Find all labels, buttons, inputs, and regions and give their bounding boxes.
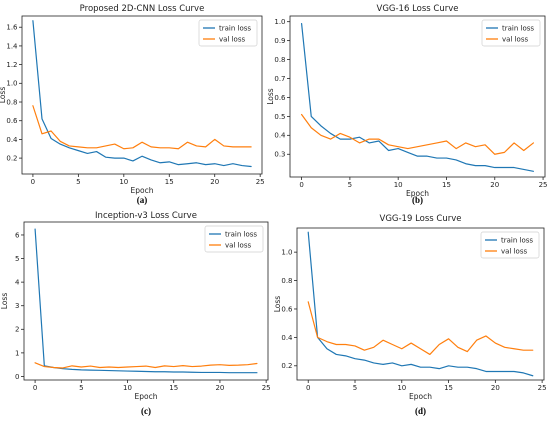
plot-area [289,15,546,178]
y-tick-label: 0.8 [6,98,17,106]
x-tick-label: 5 [353,384,357,392]
series-line-val-loss [300,113,535,155]
y-tick-label: 0.2 [6,155,17,163]
legend-entry: train loss [501,237,533,245]
x-tick-label: 10 [123,384,132,392]
legend-entry: train loss [219,25,251,33]
y-axis-label: Loss [0,87,7,104]
series-line-val-loss [307,301,534,356]
y-axis-label: Loss [266,88,275,105]
x-tick-label: 25 [539,181,548,189]
legend-entry: train loss [225,231,257,239]
series-line-val-loss [32,105,252,150]
x-tick-label: 10 [397,384,406,392]
panel-label: (a) [137,195,148,205]
x-tick-label: 20 [490,181,499,189]
y-tick-label: 0.6 [6,117,18,125]
series-line-train-loss [307,231,534,377]
chart-panel-b: VGG-16 Loss Curve 0 5 10 15 20 25 0.3 0.4 0.5 0.6 0… [266,4,548,205]
plot-area [21,15,263,175]
x-tick-label: 25 [256,178,265,186]
chart-title: VGG-16 Loss Curve [377,4,459,14]
chart-title: Inception-v3 Loss Curve [95,211,197,221]
y-tick-label: 0.2 [281,362,292,370]
y-tick-label: 5 [15,255,19,263]
y-tick-label: 1.4 [6,42,18,50]
x-tick-label: 20 [210,178,219,186]
y-tick-label: 1.2 [6,61,17,69]
y-tick-label: 1.0 [281,249,292,257]
x-tick-label: 15 [165,178,174,186]
x-tick-label: 0 [299,181,303,189]
legend: train loss val loss [198,19,258,47]
x-axis-label: Epoch [406,189,429,198]
y-tick-label: 2 [15,326,19,334]
x-tick-label: 25 [538,384,547,392]
y-tick-label: 0.4 [281,334,293,342]
x-tick-label: 0 [33,384,37,392]
legend-entry: val loss [225,242,251,250]
y-tick-label: 0.4 [274,132,286,140]
y-tick-label: 4 [15,279,20,287]
x-axis-label: Epoch [135,392,158,401]
y-tick-label: 0.6 [274,94,286,102]
y-tick-label: 1.0 [6,80,17,88]
y-tick-label: 0.9 [274,37,285,45]
legend: train loss val loss [481,19,541,47]
y-tick-label: 0.3 [274,151,285,159]
x-tick-label: 25 [262,384,271,392]
x-tick-label: 10 [394,181,403,189]
x-tick-label: 20 [215,384,224,392]
y-axis-label: Loss [273,296,282,313]
y-tick-label: 0.7 [274,75,285,83]
series-line-train-loss [34,228,258,374]
y-tick-label: 3 [15,302,19,310]
plot-area [296,227,545,381]
y-tick-label: 0.8 [274,56,285,64]
legend: train loss val loss [204,225,264,253]
panel-label: (b) [412,195,423,205]
x-tick-label: 10 [119,178,128,186]
legend: train loss val loss [480,231,540,259]
chart-title: VGG-19 Loss Curve [380,214,462,224]
plot-area [23,221,269,381]
x-tick-label: 0 [306,384,310,392]
x-axis-label: Epoch [409,392,432,401]
x-tick-label: 5 [348,181,352,189]
x-axis-label: Epoch [131,186,154,195]
y-tick-label: 1 [15,349,19,357]
y-tick-label: 0.4 [6,136,18,144]
y-tick-label: 0.6 [281,305,293,313]
legend-entry: train loss [502,25,534,33]
x-tick-label: 15 [442,181,451,189]
panel-label: (d) [415,406,426,416]
x-tick-label: 15 [169,384,178,392]
x-tick-label: 5 [79,384,83,392]
legend-entry: val loss [502,36,528,44]
series-line-train-loss [300,22,535,172]
y-tick-label: 1.0 [274,18,285,26]
chart-title: Proposed 2D-CNN Loss Curve [80,4,205,14]
y-tick-label: 0 [15,373,19,381]
y-axis-label: Loss [0,293,9,310]
x-tick-label: 0 [31,178,35,186]
legend-entry: val loss [501,248,527,256]
y-tick-label: 0.8 [281,277,292,285]
chart-panel-d: VGG-19 Loss Curve 0 5 10 15 20 25 0.2 0.4 0.6 0.8 1… [273,214,547,416]
y-tick-label: 1.6 [6,24,18,32]
x-tick-label: 5 [76,178,80,186]
chart-panel-a: Proposed 2D-CNN Loss Curve 0 5 10 15 20 25 0.2 0… [0,4,265,205]
x-tick-label: 20 [491,384,500,392]
series-line-val-loss [34,362,258,369]
panel-label: (c) [141,406,151,416]
x-tick-label: 15 [444,384,453,392]
legend-entry: val loss [219,36,245,44]
series-line-train-loss [32,20,252,168]
y-tick-label: 6 [15,231,20,239]
y-tick-label: 0.5 [274,113,285,121]
chart-panel-c: Inception-v3 Loss Curve 0 5 10 15 20 25 0 1 2 3 4 5 6… [0,211,271,416]
